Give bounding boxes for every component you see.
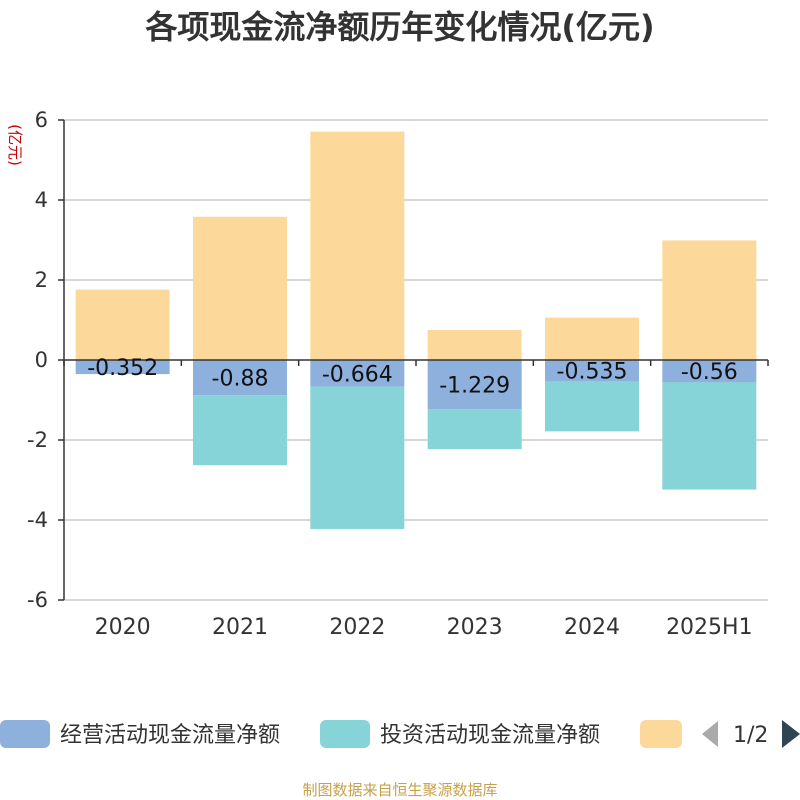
x-tick-label: 2025H1 (666, 615, 753, 640)
x-tick-label: 2023 (447, 615, 503, 640)
bar-3-2021 (193, 216, 287, 360)
bar-1-2024 (545, 360, 639, 382)
data-label: -0.352 (87, 356, 158, 381)
bar-1-2023 (427, 360, 522, 410)
bar-3-2024 (545, 317, 639, 360)
bar-2-2024 (545, 381, 639, 432)
bar-1-2021 (193, 360, 287, 396)
bar-3-2023 (427, 330, 522, 360)
bar-2-2021 (193, 395, 287, 466)
data-label: -1.229 (439, 374, 510, 399)
data-label: -0.88 (212, 367, 269, 392)
bars (75, 131, 757, 529)
pager-count: 1/2 (733, 723, 768, 748)
source-note: 制图数据来自恒生聚源数据库 (302, 781, 497, 799)
chart-title: 各项现金流净额历年变化情况(亿元) (145, 8, 654, 46)
bar-2-2025H1 (662, 382, 757, 490)
bar-2-2022 (310, 386, 405, 529)
bar-1-2020 (75, 360, 170, 375)
x-tick-label: 2024 (564, 615, 620, 640)
legend-swatch-financing[interactable] (640, 720, 682, 748)
bar-3-2020 (75, 289, 170, 360)
x-tick-label: 2021 (212, 615, 268, 640)
x-tick-label: 2022 (329, 615, 385, 640)
data-label: -0.664 (322, 362, 393, 387)
data-labels: -0.352 -0.88 -0.664 -1.229 -0.535 -0.56 (87, 356, 738, 399)
bar-3-2025H1 (662, 240, 757, 360)
bar-1-2025H1 (662, 360, 757, 383)
grid (64, 119, 768, 601)
y-tick-label: 6 (35, 108, 48, 132)
y-tick-label: 2 (35, 268, 48, 292)
legend-label-operating[interactable]: 经营活动现金流量净额 (60, 723, 280, 748)
legend-swatch-investing[interactable] (320, 720, 370, 748)
x-tick-label: 2020 (95, 615, 151, 640)
y-tick-label: 0 (35, 348, 48, 372)
data-label: -0.535 (557, 360, 628, 385)
y-tick-label: 4 (35, 188, 48, 212)
pager-prev-icon[interactable] (702, 721, 718, 747)
axes: 6 4 2 0 -2 -4 -6 2020 2021 2022 2023 2024 2025H1 (27, 108, 769, 640)
y-tick-label: -6 (27, 588, 48, 612)
y-tick-label: -2 (27, 428, 48, 452)
y-tick-label: -4 (27, 508, 48, 532)
legend-label-investing[interactable]: 投资活动现金流量净额 (380, 723, 600, 748)
legend: 经营活动现金流量净额 投资活动现金流量净额 1/2 (0, 720, 800, 748)
bar-1-2022 (310, 360, 405, 387)
bar-3-2022 (310, 131, 405, 360)
legend-swatch-operating[interactable] (0, 720, 50, 748)
pager-next-icon[interactable] (782, 720, 800, 748)
bar-2-2023 (427, 409, 522, 450)
y-axis-label: (亿元) (6, 124, 24, 166)
data-label: -0.56 (681, 360, 738, 385)
